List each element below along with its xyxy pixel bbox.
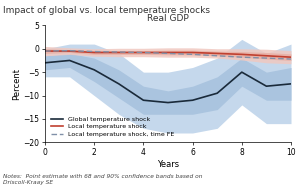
X-axis label: Years: Years (157, 160, 179, 169)
Title: Real GDP: Real GDP (147, 14, 189, 23)
Y-axis label: Percent: Percent (12, 68, 21, 100)
Legend: Global temperature shock, Local temperature shock, Local temperature shock, time: Global temperature shock, Local temperat… (48, 114, 177, 139)
Text: Impact of global vs. local temperature shocks: Impact of global vs. local temperature s… (3, 6, 210, 15)
Text: Notes:  Point estimate with 68 and 90% confidence bands based on
Driscoll-Kraay : Notes: Point estimate with 68 and 90% co… (3, 175, 202, 185)
